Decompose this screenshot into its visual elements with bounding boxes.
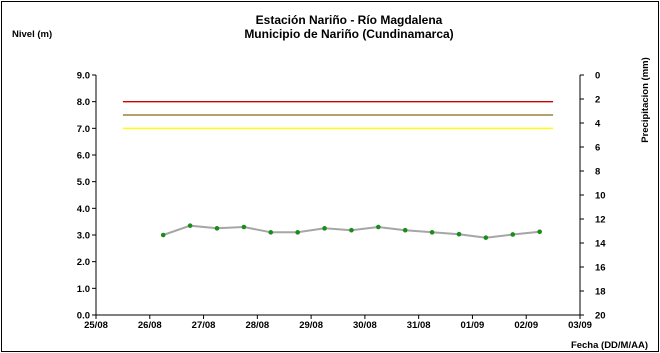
data-point <box>295 230 300 235</box>
x-tick-label: 03/09 <box>568 320 592 331</box>
y-tick-label: 2.0 <box>77 257 90 268</box>
data-point <box>322 226 327 231</box>
x-tick-label: 27/08 <box>192 320 216 331</box>
data-point <box>241 224 247 230</box>
data-point <box>483 235 489 240</box>
y-tick-label: 1.0 <box>77 284 90 295</box>
y2-tick-label: 14 <box>595 239 606 250</box>
chart-subtitle: Municipio de Nariño (Cundinamarca) <box>244 27 453 41</box>
x-tick-label: 01/09 <box>461 320 485 331</box>
data-point <box>537 229 542 235</box>
y2-tick-label: 12 <box>595 215 606 226</box>
y-tick-label: 0.0 <box>77 311 90 322</box>
x-tick-label: 31/08 <box>407 320 431 331</box>
y2-tick-label: 20 <box>595 311 606 322</box>
chart-title: Estación Nariño - Río Magdalena <box>256 13 443 27</box>
y-tick-label: 9.0 <box>77 71 90 82</box>
data-point <box>268 230 274 235</box>
data-point <box>429 230 435 235</box>
x-tick-label: 25/08 <box>84 320 108 331</box>
data-point <box>187 223 193 228</box>
y-tick-label: 7.0 <box>77 124 90 135</box>
x-tick-label: 28/08 <box>245 320 269 331</box>
data-point <box>376 224 381 230</box>
y2-tick-label: 6 <box>595 143 600 154</box>
x-tick-label: 26/08 <box>138 320 162 331</box>
x-axis-label: Fecha (DD/M/AA) <box>571 340 648 351</box>
y2-tick-label: 8 <box>595 167 600 178</box>
y-tick-label: 4.0 <box>77 204 90 215</box>
y2-tick-label: 2 <box>595 95 600 106</box>
y-tick-label: 5.0 <box>77 177 90 188</box>
y2-tick-label: 4 <box>595 119 601 130</box>
data-point <box>402 227 408 233</box>
y2-axis-label: Precipitacion (mm) <box>640 57 651 143</box>
y2-tick-label: 0 <box>595 71 600 82</box>
plot-area: 0.0 1.0 2.0 3.0 4.0 5.0 6.0 7.0 8.0 9.0 0 2 4 6 8 10 12 1… <box>77 71 607 332</box>
data-point <box>160 232 166 238</box>
y-tick-label: 6.0 <box>77 151 90 162</box>
y-tick-label: 3.0 <box>77 231 90 242</box>
x-tick-label: 02/09 <box>514 320 538 331</box>
data-point <box>349 227 354 233</box>
data-point <box>214 226 220 231</box>
x-tick-label: 30/08 <box>353 320 377 331</box>
x-tick-label: 29/08 <box>299 320 323 331</box>
y2-tick-label: 16 <box>595 263 606 274</box>
data-point <box>510 232 516 237</box>
y-tick-label: 8.0 <box>77 97 90 108</box>
y2-tick-label: 18 <box>595 287 606 298</box>
data-point <box>456 231 462 237</box>
y-axis-label: Nivel (m) <box>12 29 52 40</box>
y2-tick-label: 10 <box>595 191 606 202</box>
